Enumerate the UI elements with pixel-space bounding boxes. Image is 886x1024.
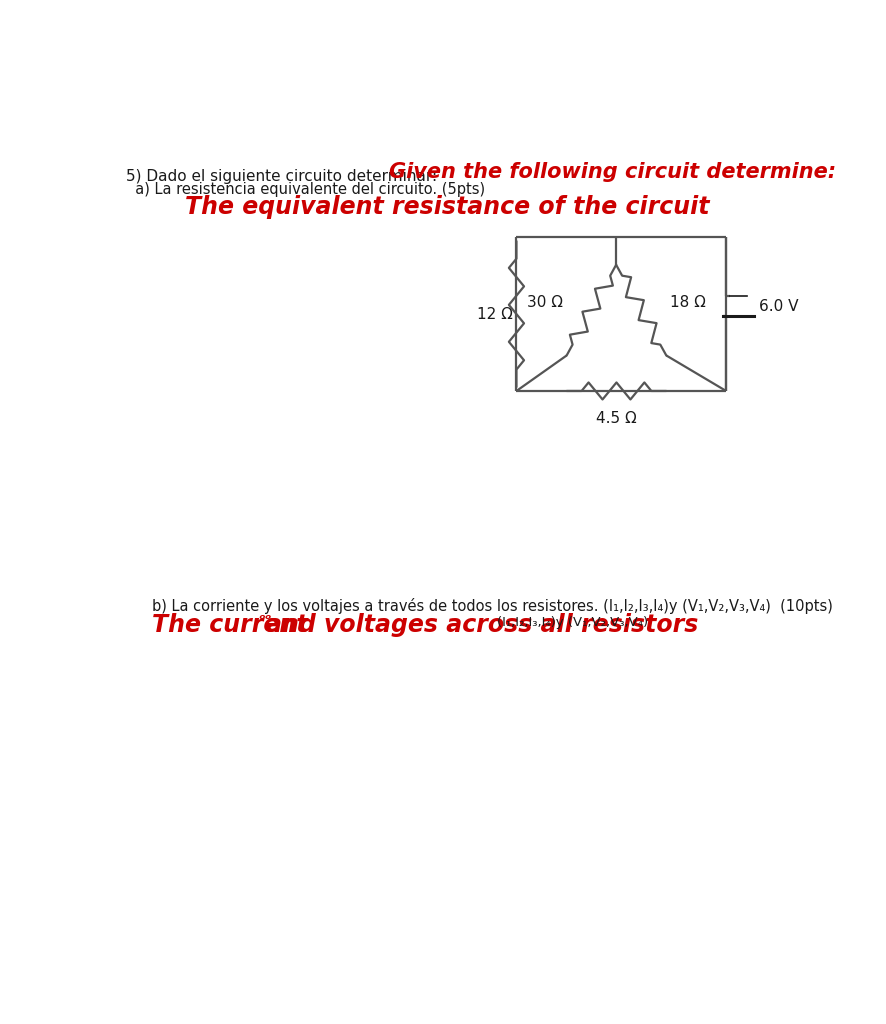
Text: b) La corriente y los voltajes a través de todos los resistores. (I₁,I₂,I₃,I₄)y : b) La corriente y los voltajes a través … xyxy=(152,598,832,613)
Text: 4.5 Ω: 4.5 Ω xyxy=(595,411,636,426)
Text: Given the following circuit determine:: Given the following circuit determine: xyxy=(389,163,835,182)
Text: 12 Ω: 12 Ω xyxy=(477,306,512,322)
Text: 30 Ω: 30 Ω xyxy=(526,295,563,309)
Text: ᵒᵒ: ᵒᵒ xyxy=(259,613,272,628)
Text: 6.0 V: 6.0 V xyxy=(758,299,797,313)
Text: 18 Ω: 18 Ω xyxy=(669,295,705,309)
Text: The current: The current xyxy=(152,613,307,637)
Text: 5) Dado el siguiente circuito determinar:: 5) Dado el siguiente circuito determinar… xyxy=(126,169,437,183)
Text: and voltages across all resistors: and voltages across all resistors xyxy=(265,613,697,637)
Text: The equivalent resistance of the circuit: The equivalent resistance of the circuit xyxy=(152,196,709,219)
Text: (I₁,I₂,I₃,I₄)y (V₁,V₂,V₃,V₄): (I₁,I₂,I₃,I₄)y (V₁,V₂,V₃,V₄) xyxy=(497,615,648,629)
Text: a) La resistencia equivalente del circuito. (5pts): a) La resistencia equivalente del circui… xyxy=(126,182,485,197)
